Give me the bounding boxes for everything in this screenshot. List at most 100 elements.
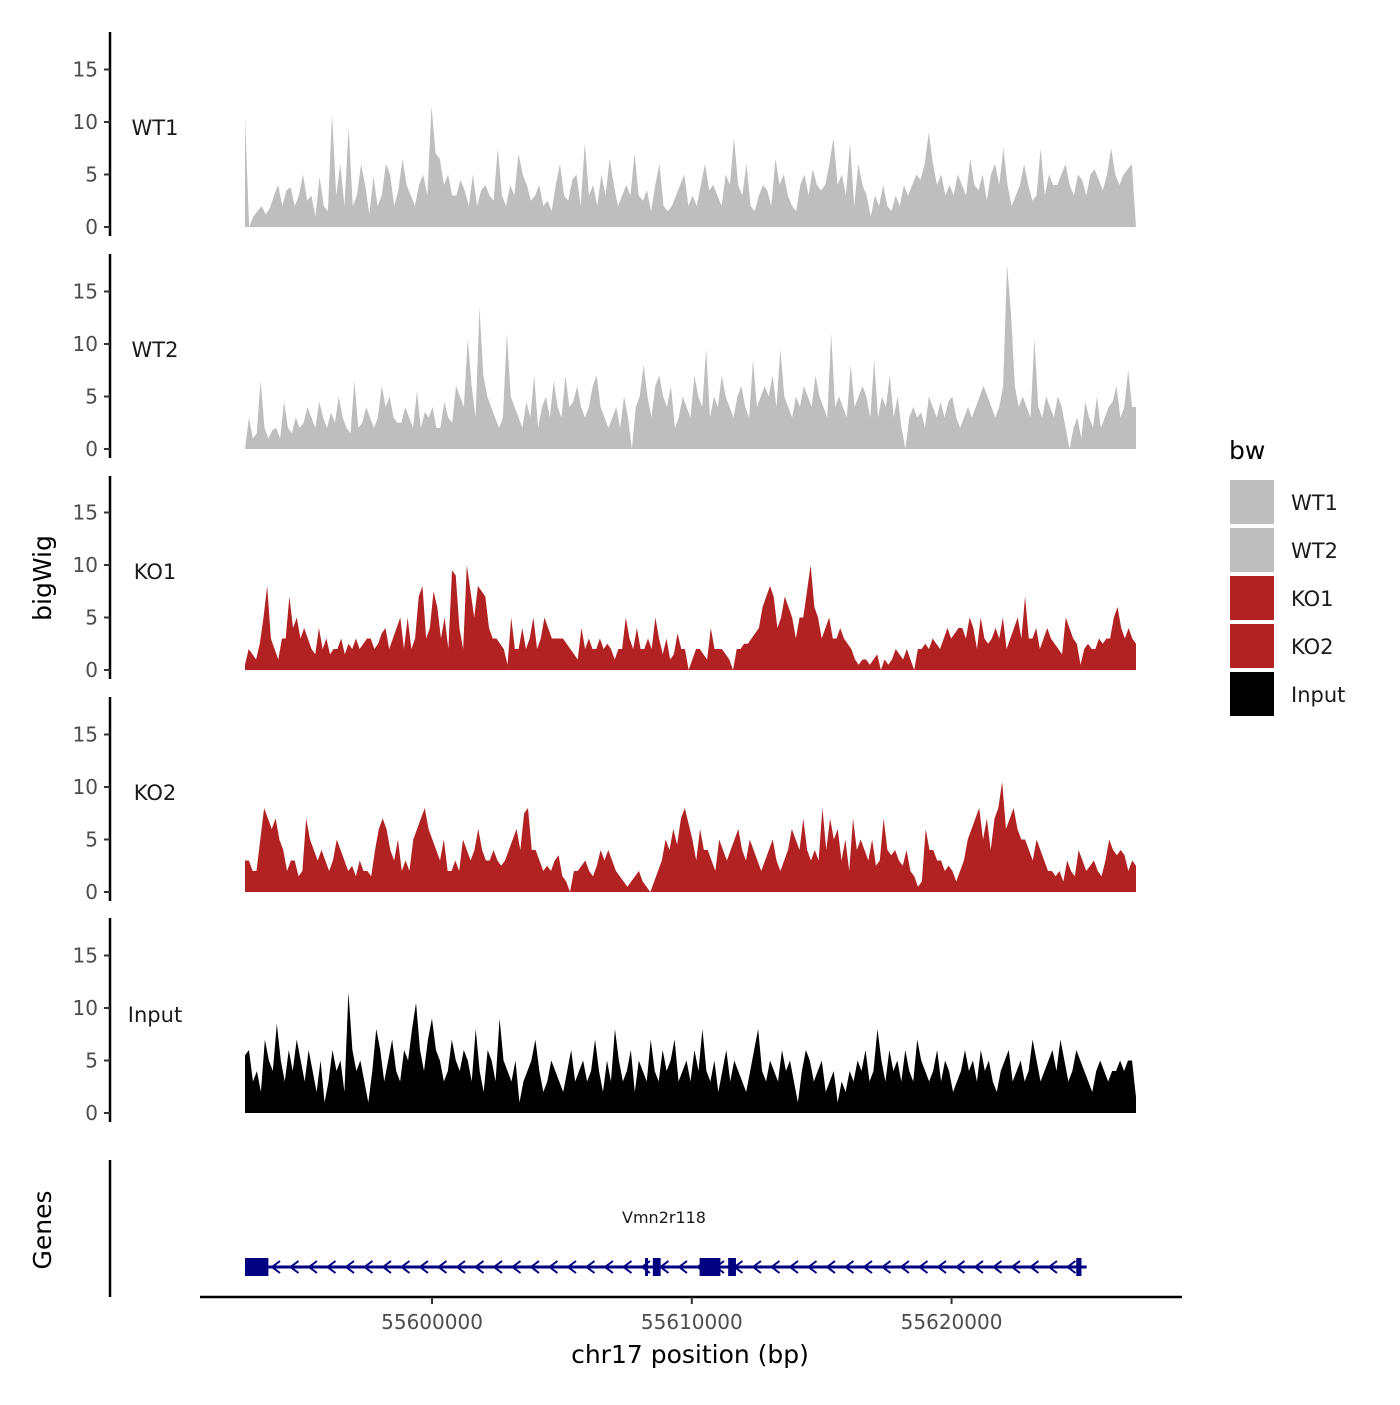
- gene-strand-arrow: [603, 1260, 614, 1274]
- y-tick-label-ko2-5: 5: [85, 828, 98, 852]
- y-axis-title: bigWig: [28, 535, 57, 621]
- gene-strand-arrow: [566, 1260, 577, 1274]
- track-label-input: Input: [128, 1003, 182, 1027]
- gene-strand-arrow: [307, 1260, 318, 1274]
- y-tick-label-input-10: 10: [73, 996, 98, 1020]
- gene-strand-arrow: [788, 1260, 799, 1274]
- gene-strand-arrow: [584, 1260, 596, 1274]
- x-tick-label-55600000: 55600000: [381, 1310, 483, 1334]
- y-tick-label-wt1-0: 0: [85, 215, 98, 239]
- gene-strand-arrow: [677, 1260, 688, 1274]
- x-tick-label-55620000: 55620000: [901, 1310, 1003, 1334]
- gene-strand-arrow: [288, 1260, 300, 1274]
- track-input: Input 0 5 10 15: [73, 918, 1136, 1125]
- y-tick-label-wt1-5: 5: [85, 163, 98, 187]
- y-tick-label-wt2-5: 5: [85, 385, 98, 409]
- y-tick-label-wt2-0: 0: [85, 437, 98, 461]
- area-wt2: [245, 265, 1136, 449]
- gene-exon-5: [728, 1258, 736, 1276]
- y-tick-label-input-5: 5: [85, 1049, 98, 1073]
- legend-label-input: Input: [1291, 683, 1345, 707]
- y-tick-label-input-0: 0: [85, 1101, 98, 1125]
- legend-title: bw: [1229, 436, 1265, 465]
- gene-strand-arrow: [917, 1260, 929, 1274]
- gene-exon-4: [699, 1258, 721, 1276]
- y-tick-label-wt1-15: 15: [73, 58, 98, 82]
- gene-strand-arrow: [1028, 1260, 1040, 1274]
- legend-label-ko1: KO1: [1291, 587, 1334, 611]
- y-tick-label-wt2-10: 10: [73, 332, 98, 356]
- gene-strand-arrow: [1065, 1260, 1077, 1274]
- area-wt1: [245, 106, 1136, 227]
- y-tick-label-ko1-0: 0: [85, 658, 98, 682]
- x-axis-title: chr17 position (bp): [571, 1340, 809, 1369]
- gene-strand-arrow: [825, 1260, 836, 1274]
- gene-strand-arrow: [547, 1260, 559, 1274]
- y-tick-label-ko1-5: 5: [85, 606, 98, 630]
- y-tick-label-wt1-10: 10: [73, 110, 98, 134]
- legend-key-wt2: [1230, 528, 1274, 572]
- gene-strand-arrow: [510, 1260, 522, 1274]
- gene-exon-6: [1076, 1258, 1082, 1276]
- legend-label-ko2: KO2: [1291, 635, 1334, 659]
- gene-strand-arrow: [473, 1260, 485, 1274]
- track-wt1: WT1 0 5 10 15: [73, 32, 1136, 239]
- track-ko2: KO2 0 5 10 15: [73, 697, 1136, 904]
- gene-label: Vmn2r118: [622, 1208, 706, 1227]
- legend-label-wt1: WT1: [1291, 491, 1338, 515]
- track-wt2: WT2 0 5 10 15: [73, 254, 1136, 461]
- gene-strand-arrow: [436, 1260, 448, 1274]
- y-tick-label-ko2-15: 15: [73, 723, 98, 747]
- gene-strand-arrow: [362, 1260, 374, 1274]
- track-label-ko2: KO2: [134, 781, 177, 805]
- track-label-wt1: WT1: [132, 116, 179, 140]
- legend-key-ko1: [1230, 576, 1274, 620]
- gene-strand-arrow: [751, 1260, 762, 1274]
- gene-strand-arrow: [973, 1260, 984, 1274]
- y-tick-label-input-15: 15: [73, 944, 98, 968]
- area-ko2: [245, 781, 1136, 892]
- gene-strand-arrow: [1010, 1260, 1021, 1274]
- gene-strand-arrow: [991, 1260, 1003, 1274]
- y-tick-label-ko1-15: 15: [73, 501, 98, 525]
- gene-strand-arrow: [344, 1260, 355, 1274]
- y-tick-label-ko2-0: 0: [85, 880, 98, 904]
- track-label-ko1: KO1: [134, 560, 177, 584]
- area-ko1: [245, 565, 1136, 670]
- gene-strand-arrow: [325, 1260, 337, 1274]
- track-ko1: KO1 0 5 10 15: [73, 476, 1136, 682]
- gene-strand-arrow: [1047, 1260, 1058, 1274]
- gene-strand-arrow: [954, 1260, 966, 1274]
- genes-axis-title: Genes: [28, 1190, 57, 1269]
- gene-strand-arrow: [455, 1260, 466, 1274]
- gene-strand-arrow: [843, 1260, 855, 1274]
- gene-strand-arrow: [492, 1260, 503, 1274]
- y-tick-label-ko2-10: 10: [73, 775, 98, 799]
- gene-strand-arrow: [418, 1260, 429, 1274]
- gene-strand-arrow: [529, 1260, 540, 1274]
- area-input: [245, 992, 1136, 1113]
- gene-strand-arrow: [936, 1260, 947, 1274]
- legend-key-input: [1230, 672, 1274, 716]
- track-label-wt2: WT2: [132, 338, 179, 362]
- legend-key-ko2: [1230, 624, 1274, 668]
- legend-label-wt2: WT2: [1291, 539, 1338, 563]
- gene-exon-2: [645, 1258, 649, 1276]
- gene-strand-arrow: [399, 1260, 411, 1274]
- gene-strand-arrow: [621, 1260, 633, 1274]
- gene-exon-1: [245, 1258, 269, 1276]
- x-tick-label-55610000: 55610000: [641, 1310, 743, 1334]
- gene-exon-3: [652, 1258, 661, 1276]
- gene-strand-arrow: [862, 1260, 873, 1274]
- y-tick-label-ko1-10: 10: [73, 553, 98, 577]
- gene-strand-arrow: [381, 1260, 392, 1274]
- gene-strand-arrow: [899, 1260, 910, 1274]
- gene-strand-arrow: [270, 1260, 281, 1274]
- gene-strand-arrow: [769, 1260, 781, 1274]
- y-tick-label-wt2-15: 15: [73, 280, 98, 304]
- legend-key-wt1: [1230, 480, 1274, 524]
- gene-strand-arrow: [806, 1260, 818, 1274]
- gene-strand-arrow: [880, 1260, 892, 1274]
